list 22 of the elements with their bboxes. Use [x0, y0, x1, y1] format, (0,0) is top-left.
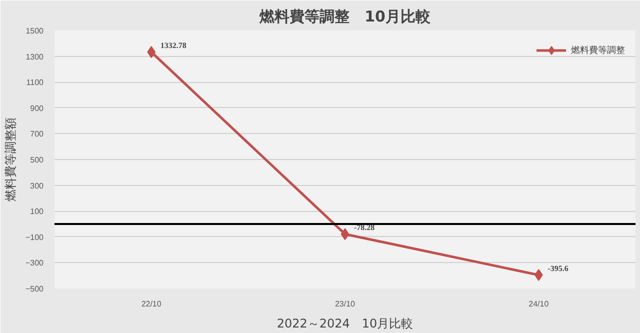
y-tick-label: 700 — [30, 130, 44, 139]
y-tick-label: 1300 — [26, 52, 44, 62]
y-tick-label: 900 — [30, 104, 44, 113]
y-tick-label: −500 — [25, 284, 44, 294]
legend-label: 燃料費等調整 — [571, 44, 625, 56]
y-tick-label: 1500 — [26, 26, 44, 36]
y-axis-title: 燃料費等調整額 — [3, 118, 18, 202]
x-tick-label: 23/10 — [334, 300, 356, 308]
text: -395.6 — [548, 264, 568, 274]
y-tick-label: −300 — [25, 258, 44, 268]
text: 1332.78 — [160, 41, 186, 50]
y-tick-label: 500 — [30, 156, 44, 164]
x-tick-label: 24/10 — [528, 300, 550, 308]
y-tick-label: 100 — [30, 207, 44, 216]
chart-title: 燃料費等調整 10月比較 — [258, 8, 432, 26]
x-tick-label: 22/10 — [141, 300, 162, 308]
point — [340, 228, 350, 240]
text: -78.28 — [354, 223, 375, 232]
y-tick-label: 1100 — [26, 78, 44, 88]
y-tick-label: −100 — [25, 232, 44, 242]
y-tick-label: 300 — [30, 181, 44, 190]
x-axis-title: 2022～2024 10月比較 — [276, 316, 414, 330]
